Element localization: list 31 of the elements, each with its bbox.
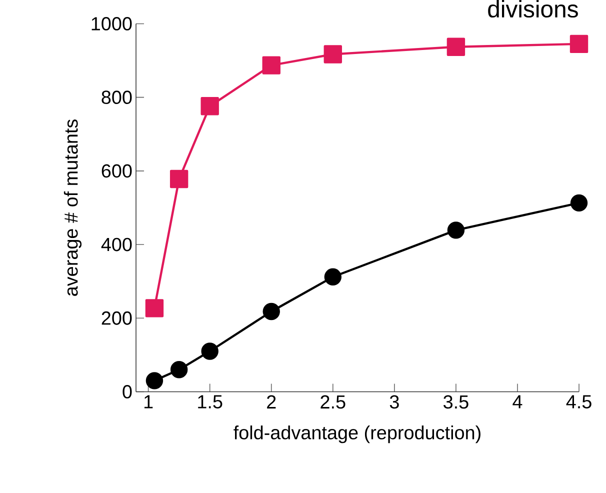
x-tick-label: 1.5 <box>198 395 222 409</box>
x-tick-label: 3.5 <box>444 395 468 409</box>
point <box>324 45 342 64</box>
point <box>200 97 219 116</box>
point <box>570 35 588 54</box>
point <box>145 299 164 318</box>
point <box>570 194 588 212</box>
y-tick-label: 0 <box>122 385 132 399</box>
point <box>446 38 466 56</box>
y-tick-label: 800 <box>102 90 132 104</box>
point <box>146 372 164 390</box>
x-tick-label: 4 <box>512 395 522 408</box>
x-tick-label: 2.5 <box>320 395 346 409</box>
point <box>170 170 188 188</box>
point <box>262 303 280 320</box>
point <box>447 222 465 239</box>
y-tick-label: 1000 <box>92 17 132 31</box>
point <box>262 56 280 75</box>
y-tick-label: 600 <box>102 164 132 178</box>
point <box>170 361 188 378</box>
y-tick-label: 400 <box>101 238 132 252</box>
x-tick-label: 1 <box>144 395 153 408</box>
x-tick-label: 2 <box>267 395 276 409</box>
text: divisions <box>488 0 578 18</box>
y-axis-title: average # of mutants <box>64 120 82 296</box>
point <box>324 268 342 286</box>
x-axis-title: fold-advantage (reproduction) <box>234 426 480 444</box>
x-tick-label: 4.5 <box>566 395 592 409</box>
y-tick-label: 200 <box>102 312 132 325</box>
point <box>201 342 218 360</box>
x-tick-label: 3 <box>390 395 399 409</box>
